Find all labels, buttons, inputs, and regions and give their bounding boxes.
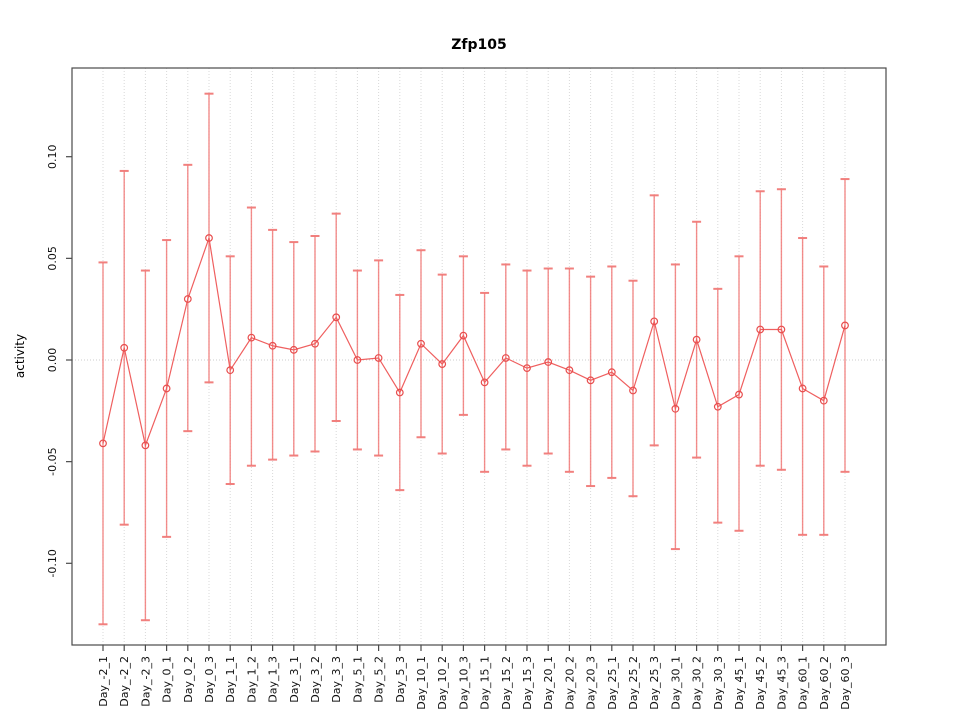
x-tick-label: Day_45_2: [754, 656, 767, 710]
data-point-marker: [480, 378, 489, 387]
data-point-marker: [353, 356, 362, 364]
y-tick-label: -0.10: [46, 549, 59, 577]
x-tick-label: Day_15_1: [479, 656, 492, 710]
data-point-marker: [120, 343, 129, 352]
x-tick-label: Day_15_3: [521, 656, 534, 710]
x-tick-label: Day_5_1: [351, 656, 364, 703]
series-line: [102, 237, 846, 448]
x-tick-label: Day_20_3: [585, 656, 598, 710]
data-point-marker: [841, 321, 849, 330]
y-axis-label: activity: [13, 334, 27, 378]
data-point-marker: [374, 354, 383, 362]
x-tick-label: Day_20_1: [542, 656, 555, 710]
data-point-marker: [311, 339, 319, 348]
x-tick-label: Day_10_2: [436, 656, 449, 710]
x-tick-label: Day_20_2: [563, 656, 576, 710]
data-point-marker: [141, 441, 150, 450]
data-point-marker: [247, 333, 256, 342]
x-tick-label: Day_1_1: [224, 656, 237, 703]
axis-layer: -0.10 -0.05 0.00 0.05 0.10 Day_-2_1 Day_-2_2 Da…: [46, 67, 887, 710]
data-point-marker: [629, 386, 637, 395]
data-point-marker: [798, 384, 807, 393]
data-point-marker: [183, 295, 192, 303]
data-point-marker: [501, 354, 510, 362]
x-tick-label: Day_25_1: [606, 656, 619, 710]
x-tick-label: Day_1_3: [267, 656, 280, 703]
x-tick-label: Day_0_3: [203, 656, 216, 703]
data-point-marker: [819, 396, 828, 405]
x-tick-label: Day_30_3: [712, 656, 725, 710]
x-tick-label: Day_1_2: [245, 656, 258, 703]
x-tick-label: Day_30_1: [669, 656, 682, 710]
x-tick-label: Day_15_2: [500, 656, 513, 710]
data-point-marker: [289, 345, 298, 354]
data-point-marker: [544, 358, 553, 366]
x-tick-label: Day_-2_1: [97, 656, 110, 707]
data-point-marker: [438, 360, 447, 368]
data-point-marker: [332, 313, 341, 322]
chart-title: Zfp105: [451, 37, 507, 53]
x-tick-label: Day_-2_3: [139, 656, 152, 707]
y-tick-label: 0.05: [46, 246, 59, 271]
x-tick-label: Day_3_3: [330, 656, 343, 703]
data-layer: [98, 92, 850, 626]
x-tick-label: Day_30_2: [691, 656, 704, 710]
y-tick-label: 0.00: [46, 348, 59, 373]
x-tick-label: Day_45_1: [733, 656, 746, 710]
x-tick-label: Day_45_3: [775, 656, 788, 710]
data-point-marker: [756, 325, 765, 334]
data-point-marker: [523, 364, 531, 373]
data-point-marker: [459, 331, 468, 340]
data-point-marker: [586, 376, 595, 385]
data-point-marker: [671, 404, 680, 413]
data-point-marker: [713, 402, 722, 411]
x-tick-label: Day_3_1: [288, 656, 301, 703]
x-tick-label: Day_60_1: [797, 656, 810, 710]
data-point-marker: [777, 325, 786, 334]
grid-layer: [72, 68, 886, 645]
x-tick-label: Day_3_2: [309, 656, 322, 703]
x-tick-label: Day_5_2: [373, 656, 386, 703]
x-tick-label: Day_0_1: [161, 656, 174, 703]
data-point-marker: [565, 366, 574, 375]
data-point-marker: [226, 366, 235, 375]
x-tick-label: Day_10_1: [415, 656, 428, 710]
x-tick-label: Day_0_2: [182, 656, 195, 703]
data-point-marker: [99, 439, 107, 448]
plot-border: [71, 67, 887, 646]
x-tick-label: Day_-2_2: [118, 656, 131, 707]
data-point-marker: [692, 335, 701, 344]
x-tick-label: Day_60_3: [839, 656, 852, 710]
data-point-marker: [268, 341, 277, 350]
x-tick-label: Day_25_3: [648, 656, 661, 710]
x-tick-label: Day_10_3: [457, 656, 470, 710]
data-point-marker: [205, 234, 213, 242]
x-tick-label: Day_60_2: [818, 656, 831, 710]
data-point-marker: [607, 368, 616, 377]
data-point-marker: [650, 317, 659, 326]
data-point-marker: [162, 384, 171, 393]
x-tick-label: Day_25_2: [627, 656, 640, 710]
data-point-marker: [395, 388, 404, 397]
x-tick-label: Day_5_3: [394, 656, 407, 703]
y-tick-label: -0.05: [46, 447, 59, 475]
data-point-marker: [735, 390, 743, 399]
data-point-marker: [417, 339, 425, 348]
y-tick-label: 0.10: [46, 144, 59, 169]
